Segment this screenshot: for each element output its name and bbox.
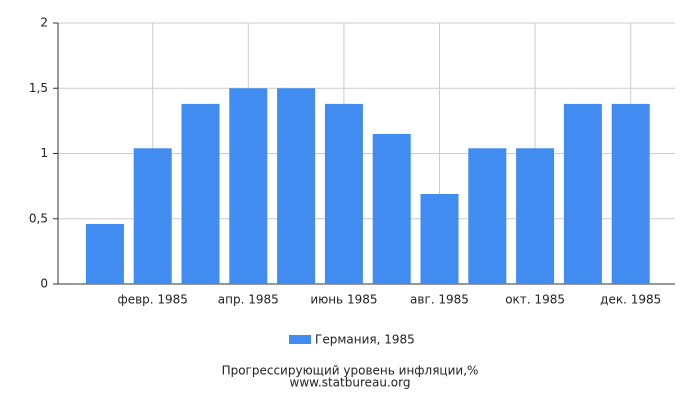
x-tick-label: февр. 1985 bbox=[117, 293, 188, 307]
bar bbox=[516, 148, 555, 284]
bar bbox=[133, 148, 172, 284]
bar bbox=[611, 103, 650, 284]
bar bbox=[563, 103, 602, 284]
bar bbox=[277, 88, 316, 284]
y-tick-label: 2 bbox=[40, 16, 48, 30]
bar bbox=[229, 88, 268, 284]
bar bbox=[324, 103, 363, 284]
bar bbox=[181, 103, 220, 284]
bar bbox=[468, 148, 507, 284]
source: www.statbureau.org bbox=[290, 376, 411, 390]
x-tick-label: дек. 1985 bbox=[600, 293, 661, 307]
x-tick-label: авг. 1985 bbox=[410, 293, 469, 307]
x-tick-label: окт. 1985 bbox=[505, 293, 565, 307]
bar bbox=[372, 133, 411, 284]
x-tick-label: июнь 1985 bbox=[310, 293, 377, 307]
bar bbox=[85, 223, 124, 284]
chart-title: Прогрессирующий уровень инфляции,% bbox=[222, 364, 479, 378]
y-tick-label: 1 bbox=[40, 146, 48, 160]
x-tick-label: апр. 1985 bbox=[218, 293, 279, 307]
y-tick-label: 0 bbox=[40, 277, 48, 291]
y-tick-label: 1,5 bbox=[29, 81, 48, 95]
bar bbox=[420, 193, 459, 284]
legend-label: Германия, 1985 bbox=[315, 333, 415, 347]
y-tick-label: 0,5 bbox=[29, 211, 48, 225]
legend-swatch bbox=[289, 335, 311, 344]
